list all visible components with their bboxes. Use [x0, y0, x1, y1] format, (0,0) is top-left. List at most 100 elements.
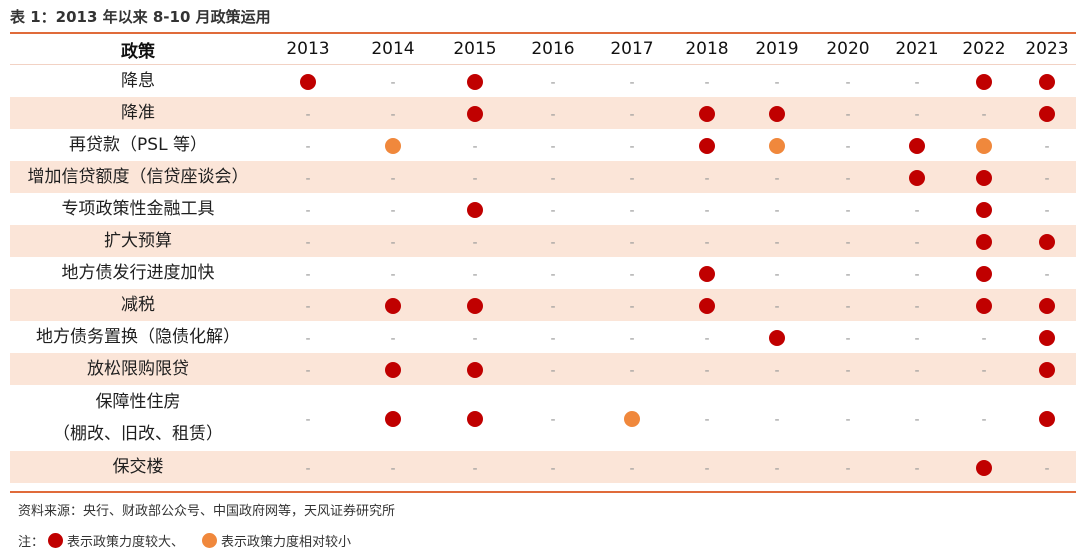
year-cell-2013: -	[266, 353, 350, 385]
year-cell-2021: -	[884, 385, 950, 451]
table-row: 保障性住房 （棚改、旧改、租赁） - - - - - - -	[10, 385, 1076, 451]
empty-dash: -	[305, 106, 311, 123]
year-cell-2020: -	[812, 161, 884, 193]
year-cell-2022	[950, 257, 1018, 289]
empty-dash: -	[629, 202, 635, 219]
year-cell-2022	[950, 129, 1018, 161]
empty-dash: -	[774, 234, 780, 251]
large-intensity-dot-icon	[467, 106, 483, 122]
year-cell-2015: -	[436, 451, 514, 483]
year-cell-2019: -	[742, 353, 812, 385]
policy-name: 增加信贷额度（信贷座谈会）	[27, 167, 249, 187]
year-cell-2016: -	[514, 193, 592, 225]
empty-dash: -	[550, 330, 556, 347]
relative-intensity-dot-icon	[385, 138, 401, 154]
year-cell-2017: -	[592, 225, 672, 257]
year-cell-2013: -	[266, 451, 350, 483]
empty-dash: -	[704, 411, 710, 428]
empty-dash: -	[629, 234, 635, 251]
empty-dash: -	[774, 74, 780, 91]
empty-dash: -	[390, 74, 396, 91]
empty-dash: -	[704, 74, 710, 91]
year-cell-2019: -	[742, 65, 812, 98]
empty-dash: -	[704, 202, 710, 219]
year-cell-2020: -	[812, 193, 884, 225]
year-cell-2020: -	[812, 321, 884, 353]
year-cell-2017: -	[592, 321, 672, 353]
large-intensity-dot-icon	[976, 460, 992, 476]
year-cell-2015	[436, 193, 514, 225]
year-cell-2022: -	[950, 385, 1018, 451]
policy-name: 专项政策性金融工具	[61, 199, 215, 219]
table-row: 放松限购限贷 - - - - - - - -	[10, 353, 1076, 385]
policy-name: 放松限购限贷	[87, 359, 189, 379]
table-row: 降息 - - - - - - -	[10, 65, 1076, 98]
large-intensity-dot-icon	[976, 202, 992, 218]
year-cell-2013: -	[266, 289, 350, 321]
empty-dash: -	[845, 106, 851, 123]
header-year: 2021	[884, 34, 950, 65]
year-cell-2014	[350, 353, 436, 385]
year-cell-2022	[950, 451, 1018, 483]
year-cell-2013: -	[266, 385, 350, 451]
empty-dash: -	[472, 266, 478, 283]
empty-dash: -	[914, 460, 920, 477]
table-row: 降准 - - - - - - -	[10, 97, 1076, 129]
year-cell-2016: -	[514, 289, 592, 321]
year-cell-2019: -	[742, 289, 812, 321]
large-intensity-dot-icon	[467, 411, 483, 427]
empty-dash: -	[914, 202, 920, 219]
header-year: 2019	[742, 34, 812, 65]
year-cell-2015: -	[436, 225, 514, 257]
year-cell-2021: -	[884, 225, 950, 257]
legend-note: 注： 表示政策力度较大、 表示政策力度相对较小	[18, 531, 351, 550]
empty-dash: -	[629, 74, 635, 91]
empty-dash: -	[305, 330, 311, 347]
year-cell-2021: -	[884, 97, 950, 129]
year-cell-2020: -	[812, 451, 884, 483]
year-cell-2018: -	[672, 161, 742, 193]
table-row: 扩大预算 - - - - - - - - -	[10, 225, 1076, 257]
year-cell-2019: -	[742, 451, 812, 483]
empty-dash: -	[774, 298, 780, 315]
empty-dash: -	[845, 74, 851, 91]
year-cell-2014: -	[350, 321, 436, 353]
year-cell-2016: -	[514, 353, 592, 385]
empty-dash: -	[914, 411, 920, 428]
large-intensity-dot-icon	[1039, 411, 1055, 427]
year-cell-2023	[1018, 289, 1076, 321]
relative-intensity-dot-icon	[202, 533, 218, 548]
large-intensity-dot-icon	[300, 74, 316, 90]
empty-dash: -	[1044, 266, 1050, 283]
year-cell-2018	[672, 97, 742, 129]
year-cell-2016: -	[514, 257, 592, 289]
year-cell-2022	[950, 193, 1018, 225]
empty-dash: -	[390, 106, 396, 123]
year-cell-2014: -	[350, 65, 436, 98]
header-year: 2020	[812, 34, 884, 65]
year-cell-2020: -	[812, 385, 884, 451]
empty-dash: -	[914, 74, 920, 91]
empty-dash: -	[550, 266, 556, 283]
large-intensity-dot-icon	[385, 411, 401, 427]
empty-dash: -	[845, 234, 851, 251]
large-intensity-dot-icon	[699, 266, 715, 282]
year-cell-2023	[1018, 225, 1076, 257]
year-cell-2021: -	[884, 321, 950, 353]
empty-dash: -	[305, 202, 311, 219]
large-intensity-dot-icon	[976, 170, 992, 186]
empty-dash: -	[550, 460, 556, 477]
year-cell-2015: -	[436, 161, 514, 193]
header-year: 2023	[1018, 34, 1076, 65]
policy-name: 再贷款（PSL 等）	[69, 135, 207, 155]
year-cell-2023: -	[1018, 257, 1076, 289]
empty-dash: -	[704, 170, 710, 187]
empty-dash: -	[981, 330, 987, 347]
table-body: 降息 - - - - - - - 降准 - - - - - - - 再贷款（PSL 等） - - - - - - 增加信贷额度…	[10, 65, 1076, 483]
empty-dash: -	[914, 106, 920, 123]
empty-dash: -	[390, 330, 396, 347]
year-cell-2020: -	[812, 97, 884, 129]
empty-dash: -	[845, 362, 851, 379]
empty-dash: -	[550, 202, 556, 219]
year-cell-2021: -	[884, 193, 950, 225]
